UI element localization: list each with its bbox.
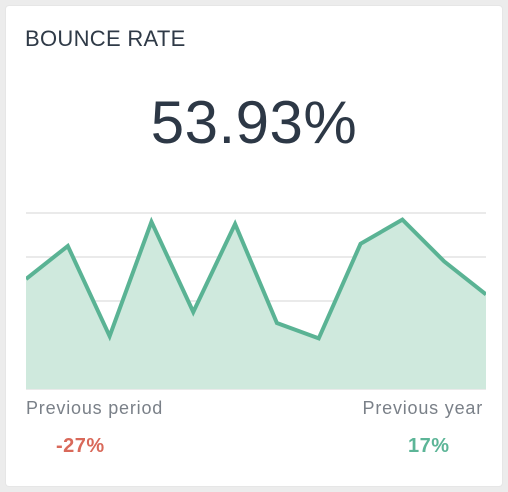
bounce-rate-card: BOUNCE RATE 53.93% Previous period Previ… bbox=[6, 6, 502, 486]
previous-year-label: Previous year bbox=[362, 398, 483, 418]
chart-series-line bbox=[26, 216, 486, 342]
bounce-rate-area-chart bbox=[26, 212, 486, 390]
previous-period-change: -27% bbox=[56, 435, 105, 457]
chart-area-fill bbox=[26, 219, 486, 389]
previous-year-change: 17% bbox=[408, 435, 450, 457]
widget-title: BOUNCE RATE bbox=[25, 26, 186, 51]
bounce-rate-value: 53.93% bbox=[150, 89, 358, 156]
previous-period-label: Previous period bbox=[26, 398, 164, 418]
